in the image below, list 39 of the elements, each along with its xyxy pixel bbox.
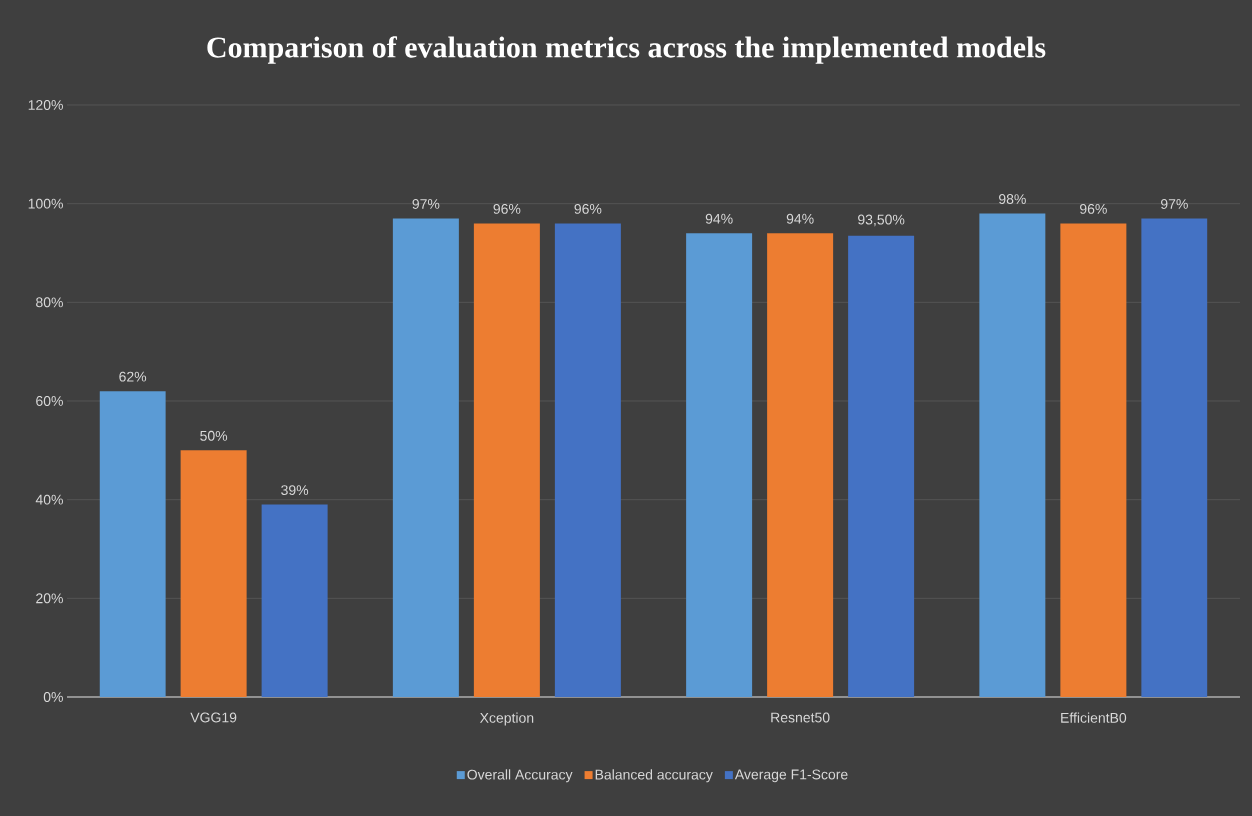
bar: [99, 391, 166, 697]
bar: [473, 223, 540, 697]
data-label: 62%: [119, 371, 147, 382]
data-label: 94%: [705, 213, 733, 224]
bar: [180, 450, 247, 697]
y-tick-label: 80%: [36, 297, 63, 308]
y-tick-label: 40%: [35, 494, 63, 505]
data-label: 94%: [786, 213, 814, 224]
chart-title: Comparison of evaluation metrics across the implemented models: [207, 36, 1046, 64]
x-tick-label: Xception: [479, 712, 534, 726]
data-label: 96%: [1080, 203, 1107, 214]
data-label: 97%: [412, 199, 440, 209]
y-tick-label: 100%: [28, 198, 63, 209]
data-label: 97%: [1161, 199, 1188, 209]
data-label: 50%: [200, 430, 228, 441]
x-tick-label: VGG19: [190, 712, 237, 723]
y-tick-label: 60%: [36, 396, 63, 406]
bar: [848, 235, 915, 697]
x-tick-label: EfficientB0: [1061, 712, 1127, 723]
legend-label: Overall Accuracy: [467, 769, 573, 783]
bar: [1060, 223, 1127, 697]
legend-label: Average F1-Score: [734, 769, 848, 783]
bar: [767, 233, 834, 697]
bar: [392, 218, 459, 697]
data-label: 39%: [281, 485, 309, 496]
bar: [554, 223, 621, 697]
data-label: 93,50%: [858, 214, 905, 227]
data-label: 96%: [493, 203, 521, 214]
y-tick-label: 20%: [36, 593, 63, 604]
bar: [261, 504, 328, 697]
bar: [686, 233, 753, 697]
bar: [979, 213, 1046, 697]
bar: [1141, 218, 1208, 697]
legend-label: Balanced accuracy: [595, 769, 713, 783]
y-tick-label: 0%: [43, 692, 63, 702]
data-label: 96%: [574, 203, 602, 214]
x-tick-label: Resnet50: [771, 712, 830, 723]
data-label: 98%: [999, 194, 1026, 204]
y-tick-label: 120%: [28, 100, 63, 110]
